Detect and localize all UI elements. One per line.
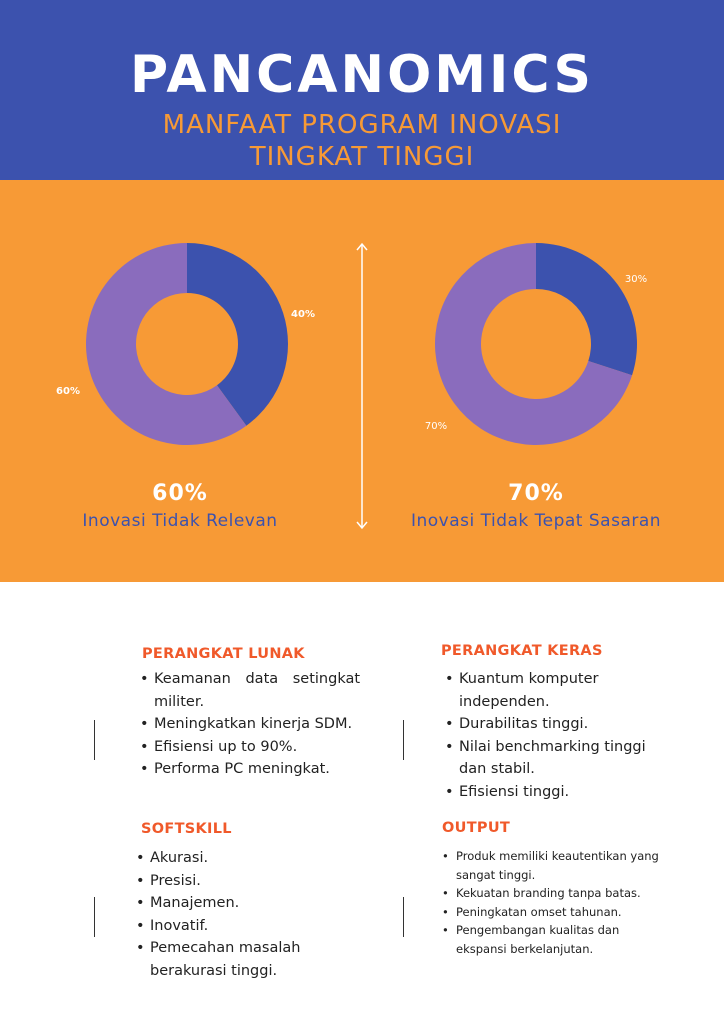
brand-title: PANCANOMICS <box>130 45 594 105</box>
list-item: Manajemen. <box>136 892 366 915</box>
list-item: Kekuatan branding tanpa batas. <box>442 884 702 903</box>
donut-chart-2: 30% 70% <box>425 243 647 445</box>
list-item: Keamanan data setingkat <box>140 668 364 691</box>
list-item: independen. <box>459 693 550 710</box>
donut-slice <box>86 243 247 445</box>
donut-slice <box>187 243 289 426</box>
list-item: Presisi. <box>136 870 366 893</box>
list-item: Efisiensi up to 90%. <box>140 736 364 759</box>
slice-label: 70% <box>425 421 447 432</box>
divider-bar <box>403 897 404 937</box>
list-item: Akurasi. <box>136 847 366 870</box>
section-title-perangkat-lunak: PERANGKAT LUNAK <box>142 646 305 662</box>
list-item: Efisiensi tinggi. <box>445 781 695 804</box>
stat-right: 70% <box>508 481 564 506</box>
donut-chart-1: 40% 60% <box>56 243 315 445</box>
donut-slice <box>434 243 633 445</box>
double-arrow-divider <box>356 242 368 530</box>
list-perangkat-lunak: Keamanan data setingkat militer. Meningk… <box>140 668 364 781</box>
list-item: Inovatif. <box>136 915 366 938</box>
list-item: Meningkatkan kinerja SDM. <box>140 713 364 736</box>
list-item: Kuantum komputer <box>445 668 695 691</box>
section-title-softskill: SOFTSKILL <box>141 821 232 837</box>
list-item: militer. <box>154 693 205 710</box>
list-item: Pemecahan masalah <box>136 937 366 960</box>
divider-bar <box>94 720 95 760</box>
list-item: Durabilitas tinggi. <box>445 713 695 736</box>
caption-right: Inovasi Tidak Tepat Sasaran <box>410 511 662 531</box>
list-item: Peningkatan omset tahunan. <box>442 903 702 922</box>
subtitle-line-2: TINGKAT TINGGI <box>249 142 475 172</box>
slice-label: 60% <box>56 386 80 397</box>
list-item: ekspansi berkelanjutan. <box>456 941 594 956</box>
list-softskill: Akurasi. Presisi. Manajemen. Inovatif. P… <box>136 847 366 982</box>
divider-bar <box>94 897 95 937</box>
section-title-output: OUTPUT <box>442 820 511 836</box>
list-item: Performa PC meningkat. <box>140 758 364 781</box>
list-item: Pengembangan kualitas dan <box>442 921 702 940</box>
slice-label: 40% <box>291 309 315 320</box>
list-output: Produk memiliki keautentikan yang sangat… <box>442 847 702 958</box>
caption-left: Inovasi Tidak Relevan <box>82 511 278 531</box>
divider-bar <box>403 720 404 760</box>
list-item: dan stabil. <box>459 761 535 777</box>
list-item: Nilai benchmarking tinggi <box>445 736 695 759</box>
slice-label: 30% <box>625 274 647 285</box>
list-perangkat-keras: Kuantum komputer independen. Durabilitas… <box>445 668 695 803</box>
donut-slice <box>536 243 637 376</box>
section-title-perangkat-keras: PERANGKAT KERAS <box>441 643 603 659</box>
subtitle-line-1: MANFAAT PROGRAM INOVASI <box>162 110 562 140</box>
stat-left: 60% <box>152 481 208 506</box>
list-item: berakurasi tinggi. <box>150 962 278 979</box>
list-item: sangat tinggi. <box>456 867 536 882</box>
header-banner: PANCANOMICS MANFAAT PROGRAM INOVASI TING… <box>0 0 724 180</box>
list-item: Produk memiliki keautentikan yang <box>442 847 702 866</box>
